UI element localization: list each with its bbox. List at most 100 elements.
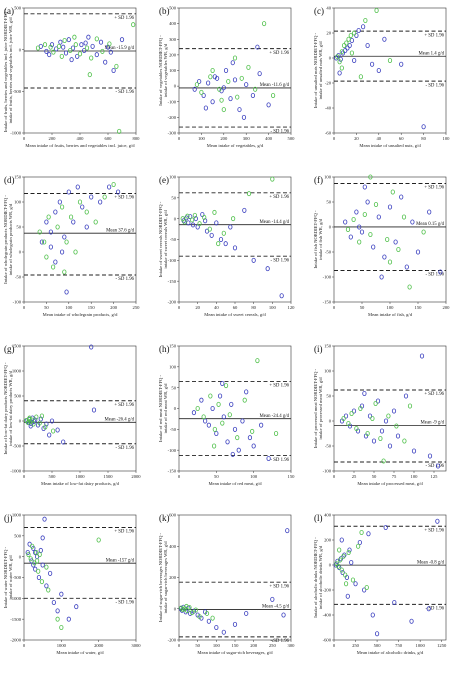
x-tick-label: 100 (411, 474, 419, 479)
data-point (48, 570, 53, 576)
data-point (56, 43, 62, 49)
x-tick-label: 400 (265, 136, 273, 141)
data-point (84, 209, 89, 215)
data-point (102, 194, 107, 200)
y-tick-label: 50 (16, 225, 21, 230)
data-point (410, 219, 415, 225)
y-tick-label: -100 (168, 99, 177, 104)
y-tick-label: 100 (169, 364, 177, 369)
data-point (48, 44, 53, 50)
y-tick-label: 150 (324, 344, 332, 349)
x-tick-label: 1000 (75, 474, 85, 479)
y-tick-label: -100 (323, 275, 332, 280)
data-point (193, 216, 198, 222)
y-tick-label: 600 (169, 513, 177, 518)
y-axis-label: Intake of alcoholic drinks NORDIET-FFQ -… (313, 537, 324, 618)
y-tick-label: 100 (14, 200, 22, 205)
data-point (192, 86, 197, 92)
data-point (343, 581, 349, 587)
data-point (94, 52, 99, 58)
data-point (265, 266, 270, 272)
data-point (189, 610, 195, 616)
data-point (358, 405, 363, 411)
data-point (435, 518, 440, 524)
panel-k: (k)0 50 100 150 200 250 300-2000200400600Mean … (158, 513, 295, 656)
data-point (347, 547, 352, 553)
lower-limit-label: - SD 1.96 (270, 129, 289, 134)
data-point (342, 552, 347, 558)
data-point (374, 631, 380, 637)
data-point (31, 421, 36, 427)
data-point (68, 214, 74, 220)
data-point (37, 229, 42, 235)
x-tick-label: 300 (288, 643, 296, 648)
data-point (197, 614, 202, 620)
data-point (59, 591, 64, 597)
x-tick-label: 20 (354, 136, 359, 141)
data-point (131, 22, 136, 28)
data-point (336, 563, 341, 569)
y-tick-label: 100 (324, 369, 332, 374)
data-point (349, 560, 354, 566)
data-point (208, 393, 213, 399)
data-point (241, 114, 247, 120)
data-point (219, 97, 224, 103)
y-tick-label: 500 (14, 533, 22, 538)
data-point (182, 219, 187, 225)
data-point (223, 68, 229, 74)
lower-limit-label: - SD 1.96 (270, 639, 289, 644)
data-point (211, 443, 217, 449)
data-point (203, 218, 208, 224)
data-point (54, 46, 59, 52)
x-tick-label: 200 (49, 136, 57, 141)
y-tick-label: -150 (168, 469, 177, 474)
x-tick-label: 0 (178, 474, 181, 479)
data-point (401, 214, 407, 220)
plot-frame (333, 7, 447, 134)
x-tick-label: 25 (352, 474, 357, 479)
x-tick-label: 40 (377, 136, 382, 141)
panel-h: (h) 0 50 100 150 -150 -100 -50 0 50 100 150 Mean int… (158, 344, 295, 487)
data-point (390, 189, 395, 195)
y-tick-label: 20 (326, 31, 331, 36)
data-point (231, 216, 236, 222)
data-point (193, 607, 198, 613)
data-point (338, 556, 343, 562)
data-point (202, 214, 207, 220)
data-point (207, 226, 212, 232)
y-tick-label: 0 (329, 225, 332, 230)
x-tick-label: 150 (232, 643, 240, 648)
data-point (107, 41, 112, 47)
panel-label: (g) (4, 344, 15, 354)
y-tick-label: 40 (326, 6, 331, 11)
data-point (251, 257, 256, 263)
data-point (242, 397, 247, 403)
data-point (345, 593, 350, 599)
data-point (206, 618, 211, 624)
y-tick-label: -500 (13, 89, 22, 94)
data-point (359, 229, 365, 235)
data-point (383, 525, 388, 531)
data-point (55, 616, 60, 622)
data-point (63, 50, 69, 56)
data-point (38, 547, 43, 553)
data-point (368, 174, 373, 180)
data-point (349, 38, 355, 44)
data-point (426, 606, 431, 612)
y-axis-label: Intake of fish NORDIET-FFQ -intake of fi… (313, 210, 324, 268)
data-point (362, 211, 367, 217)
data-point (369, 61, 375, 67)
data-point (89, 344, 94, 350)
data-point (100, 48, 105, 54)
data-point (44, 219, 49, 225)
panel-label: (j) (4, 513, 13, 523)
data-point (228, 224, 233, 230)
mean-label: Mean -157 g/d (106, 558, 135, 563)
data-point (392, 600, 397, 606)
y-tick-label: 50 (326, 200, 331, 205)
data-point (235, 94, 240, 100)
data-point (103, 59, 108, 65)
data-point (221, 107, 226, 113)
x-tick-label: 50 (44, 305, 49, 310)
data-point (337, 70, 342, 76)
